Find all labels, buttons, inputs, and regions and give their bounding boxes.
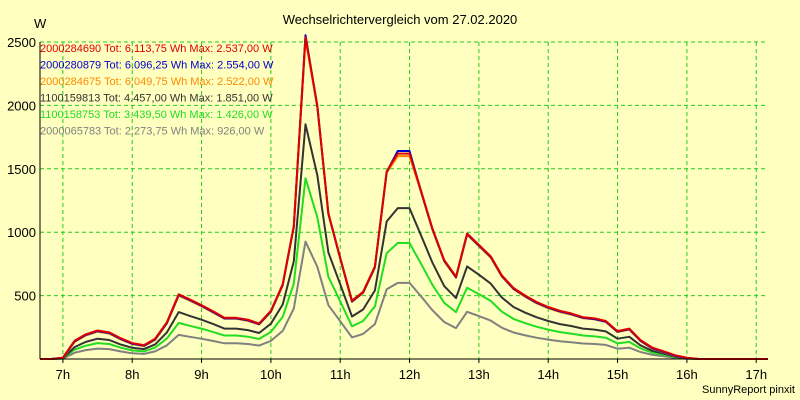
chart-title: Wechselrichtervergleich vom 27.02.2020 — [283, 12, 518, 27]
plot-background — [40, 42, 768, 359]
x-tick-label: 16h — [676, 367, 698, 382]
y-axis-unit: W — [34, 16, 47, 31]
grid-lines — [40, 41, 768, 359]
series-line-3 — [40, 123, 768, 360]
series-line-0 — [40, 36, 768, 360]
y-tick-label: 2000 — [7, 98, 36, 113]
series-line-4 — [40, 177, 768, 360]
y-tick-label: 500 — [14, 289, 36, 304]
x-tick-labels: 7h 8h 9h 10h 11h 12h 13h 14h 15h 16h 17h — [56, 367, 767, 382]
x-tick-label: 15h — [607, 367, 629, 382]
legend-entry-2: 2000284675 Tot: 6.049,75 Wh Max: 2.522,0… — [40, 76, 274, 88]
plot-area — [40, 42, 768, 359]
x-tick-label: 12h — [399, 367, 421, 382]
axes — [39, 42, 768, 363]
series-line-5 — [40, 240, 768, 360]
x-tick-label: 10h — [260, 367, 282, 382]
legend-entry-5: 2000065783 Tot: 2.273,75 Wh Max: 926,00 … — [40, 126, 265, 138]
x-tick-label: 7h — [56, 367, 70, 382]
x-tick-label: 9h — [194, 367, 208, 382]
legend-entry-0: 2000284690 Tot: 6.113,75 Wh Max: 2.537,0… — [40, 43, 273, 55]
legend: 2000284690 Tot: 6.113,75 Wh Max: 2.537,0… — [40, 43, 274, 138]
y-tick-label: 2500 — [7, 35, 36, 50]
legend-entry-1: 2000280879 Tot: 6.096,25 Wh Max: 2.554,0… — [40, 60, 274, 72]
credit-label: SunnyReport pinxit — [702, 384, 795, 396]
x-tick-label: 8h — [125, 367, 139, 382]
x-tick-label: 17h — [745, 367, 767, 382]
y-tick-label: 1000 — [7, 225, 36, 240]
y-tick-labels: 500 1000 1500 2000 2500 — [7, 35, 36, 304]
x-tick-label: 13h — [468, 367, 490, 382]
legend-entry-4: 1100158753 Tot: 3.439,50 Wh Max: 1.426,0… — [40, 109, 273, 121]
y-tick-label: 1500 — [7, 162, 36, 177]
x-tick-label: 14h — [537, 367, 559, 382]
x-tick-label: 11h — [330, 367, 351, 382]
legend-entry-3: 1100159813 Tot: 4.457,00 Wh Max: 1.851,0… — [40, 93, 273, 105]
series-lines — [40, 34, 768, 360]
